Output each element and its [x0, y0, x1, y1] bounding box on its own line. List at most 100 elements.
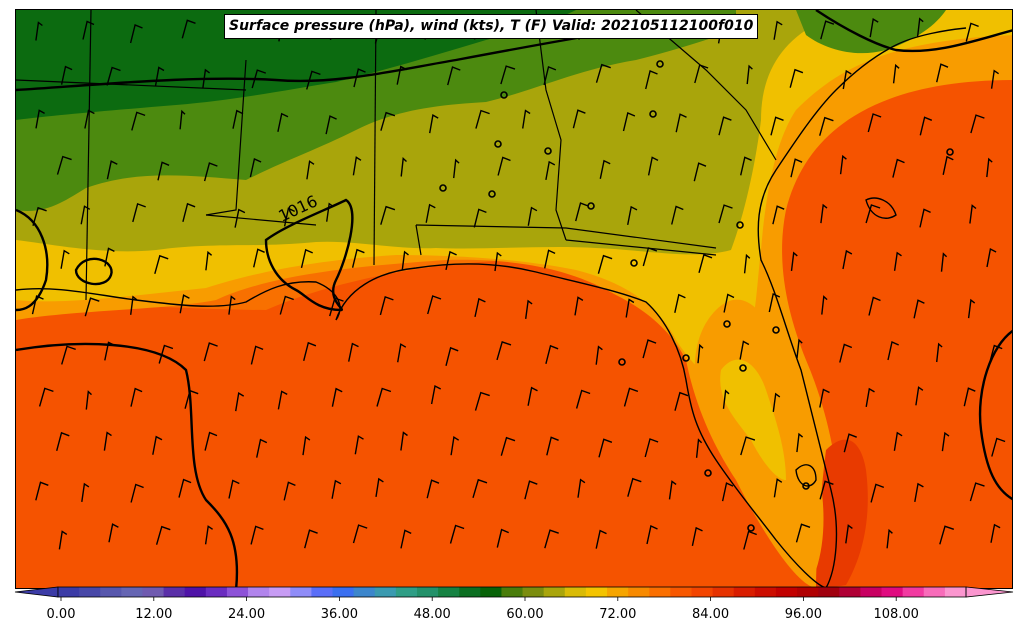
wind-barb [184, 389, 199, 409]
wind-barb [743, 253, 751, 274]
wind-barb [967, 298, 976, 319]
wind-barb [865, 204, 881, 224]
wind-barb [746, 64, 753, 85]
wind-barb [204, 431, 218, 451]
colorbar-tick-label: 36.00 [320, 607, 358, 622]
wind-barb [400, 157, 407, 177]
wind-barb [427, 295, 442, 315]
wind-barb [693, 162, 707, 182]
wind-barb [400, 431, 408, 451]
wind-barb [81, 482, 90, 503]
colorbar-swatch [121, 587, 144, 597]
wind-barb [129, 24, 143, 44]
wind-barb [941, 431, 950, 452]
colorbar-swatch [353, 587, 376, 597]
wind-barb [773, 478, 783, 498]
wind-barb [770, 116, 784, 136]
wind-barb [202, 68, 211, 88]
wind-barb [914, 482, 924, 503]
wind-barb [348, 342, 359, 362]
wind-barb [304, 529, 318, 549]
wind-barb [789, 68, 804, 88]
wind-barb [527, 386, 538, 406]
wind-barb [839, 343, 853, 363]
wind-barb [965, 22, 979, 42]
colorbar-swatch [944, 587, 967, 597]
colorbar-swatch [860, 587, 883, 597]
wind-barb [988, 344, 1003, 364]
wind-barb [721, 482, 734, 502]
wind-barb [497, 156, 511, 176]
wind-barb [524, 480, 538, 500]
wind-barb [401, 250, 409, 270]
wind-barb [843, 433, 857, 453]
wind-barb [203, 342, 218, 362]
wind-barb [598, 438, 613, 458]
wind-barb [595, 345, 603, 365]
wind-barb [106, 66, 121, 86]
wind-barb [546, 436, 559, 456]
wind-barb [130, 483, 144, 503]
wind-barb [179, 294, 190, 314]
wind-barb [525, 299, 533, 319]
wind-barb [723, 293, 735, 313]
temp-field-hot [816, 439, 868, 588]
wind-barb [353, 68, 366, 88]
colorbar-swatch [902, 587, 925, 597]
wind-barb [494, 251, 502, 272]
wind-barb [936, 63, 949, 83]
colorbar-tick-label: 24.00 [227, 607, 266, 622]
wind-barb [306, 70, 321, 90]
wind-barb [768, 293, 781, 313]
colorbar-swatch [395, 587, 418, 597]
wind-barb [234, 208, 246, 228]
wind-barb [913, 299, 925, 319]
wind-barb [228, 479, 240, 499]
wind-barb [326, 202, 334, 222]
colorbar-swatch [522, 587, 545, 597]
wind-barb [35, 21, 43, 41]
wind-barb [306, 160, 315, 180]
wind-barb [352, 524, 368, 544]
wind-barb [522, 109, 531, 129]
colorbar-swatch [797, 587, 819, 597]
city-markers [439, 60, 954, 532]
wind-barb [473, 208, 487, 228]
wind-barb [969, 204, 977, 224]
colorbar-tick-label: 72.00 [599, 607, 637, 622]
wind-barb [426, 479, 440, 499]
colorbar-swatch [839, 587, 862, 597]
wind-barb [695, 438, 703, 458]
wind-barb [527, 206, 538, 226]
wind-barb [235, 391, 245, 412]
wind-barb [474, 391, 490, 411]
wind-barb [108, 523, 119, 543]
colorbar-swatch [438, 587, 460, 597]
colorbar-swatch [142, 587, 165, 597]
colorbar-swatch [501, 587, 524, 597]
wind-barb [915, 386, 924, 406]
wind-barb [35, 109, 45, 129]
wind-barb [868, 296, 881, 316]
colorbar-tick-label: 12.00 [135, 607, 173, 622]
colorbar-outline [57, 586, 967, 598]
wind-barb [158, 344, 174, 364]
wind-barb [544, 529, 559, 549]
wind-barb [543, 65, 557, 86]
colorbar-swatch [818, 587, 840, 597]
wind-barb [845, 524, 853, 544]
colorbar-swatch [205, 587, 228, 597]
wind-barb [790, 251, 798, 271]
wind-barb [963, 387, 976, 407]
wind-barb [56, 431, 70, 451]
wind-barb [249, 158, 262, 178]
wind-barb [277, 390, 288, 410]
wind-barb [303, 341, 317, 361]
wind-barb [283, 481, 296, 501]
colorbar-swatch [628, 587, 650, 597]
wind-barb [58, 530, 68, 550]
wind-barb [739, 340, 750, 360]
wind-barb [544, 249, 556, 269]
wind-barb [867, 113, 882, 133]
wind-barb [870, 483, 885, 503]
